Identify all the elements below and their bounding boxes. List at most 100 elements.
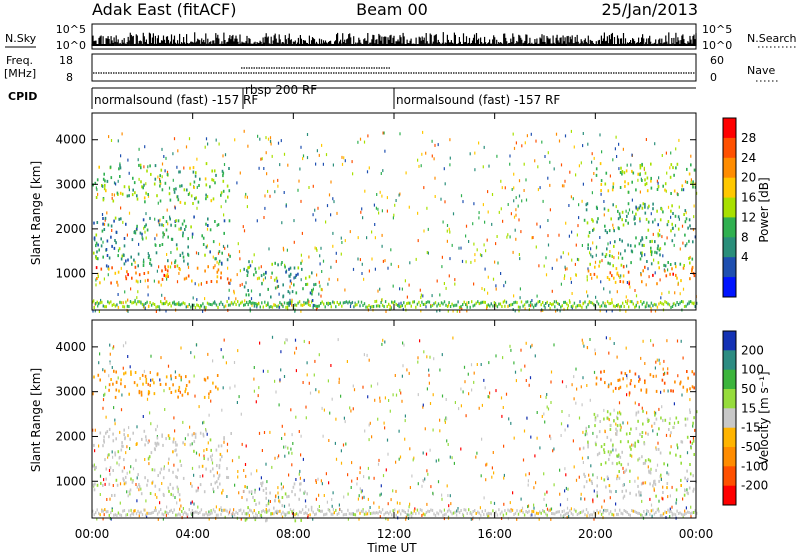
ground-scatter-cell [357,508,360,512]
ground-scatter-cell [259,513,261,517]
noise-cell [193,374,195,378]
noise-cell [661,292,663,296]
echo-cell [161,223,163,227]
noise-cell [360,210,362,214]
noise-cell [588,473,590,477]
echo-cell [640,491,642,495]
noise-cell [250,472,252,476]
noise-cell [637,178,639,182]
ground-scatter-cell [516,301,518,305]
noise-cell [123,466,125,470]
echo-cell [613,229,615,233]
ground-scatter-cell [321,509,323,513]
echo-cell [143,183,145,187]
echo-cell [223,436,225,440]
noise-cell [204,297,206,301]
ground-scatter-cell [375,304,378,308]
ground-scatter-cell [206,513,209,517]
echo-cell [253,304,256,308]
ground-scatter-cell [344,513,346,516]
echo-cell [202,236,205,240]
noise-cell [401,287,403,291]
echo-cell [288,274,290,278]
echo-cell [287,290,290,294]
power-colorbar-title: Power [dB] [757,177,771,242]
ground-scatter-cell [356,303,358,307]
echo-cell [616,462,618,466]
echo-cell [117,450,120,454]
noise-cell [382,259,384,263]
noise-cell [693,204,695,208]
ground-scatter-cell [297,513,299,517]
noise-cell [459,309,461,313]
ground-scatter-cell [579,304,582,308]
echo-cell [657,185,660,189]
echo-cell [618,461,621,465]
echo-cell [647,419,649,423]
echo-cell [206,195,209,199]
ground-scatter-cell [570,511,573,515]
echo-cell [585,480,588,484]
echo-cell [174,224,177,228]
noise-cell [659,278,661,282]
noise-cell [547,151,549,155]
noise-cell [501,414,503,418]
noise-cell [368,476,370,480]
noise-cell [486,238,488,242]
noise-cell [541,415,543,418]
echo-cell [192,202,194,205]
ground-scatter-cell [374,300,376,303]
noise-cell [618,251,620,255]
echo-cell [596,414,599,418]
echo-cell [227,195,229,199]
echo-cell [102,483,104,487]
noise-cell [350,409,352,413]
ground-scatter-cell [516,509,518,513]
noise-cell [427,227,429,231]
noise-cell [454,282,456,286]
ground-scatter-cell [317,508,319,512]
ground-scatter-cell [401,509,403,513]
noise-cell [576,257,579,261]
noise-cell [344,239,346,243]
ground-scatter-cell [626,511,628,515]
echo-cell [220,193,222,197]
noise-cell [361,207,363,211]
noise-cell [474,259,476,263]
ground-scatter-cell [658,509,660,513]
noise-cell [520,368,522,372]
ground-scatter-cell [354,513,357,517]
ground-scatter-cell [416,508,419,512]
ground-scatter-cell [421,508,423,512]
noise-cell [677,446,679,450]
noise-cell [313,373,315,377]
echo-cell [662,491,664,494]
noise-cell [527,483,529,487]
noise-cell [476,363,478,366]
echo-cell [248,265,250,269]
noise-cell [281,437,283,440]
ground-scatter-cell [570,305,573,309]
noise-cell [437,480,440,484]
ground-scatter-cell [584,300,586,304]
ground-scatter-cell [329,509,331,513]
echo-cell [163,467,165,471]
echo-cell [253,499,256,502]
noise-cell [236,273,238,277]
echo-cell [639,217,641,221]
echo-cell [123,458,125,462]
noise-cell [544,155,546,158]
ground-scatter-cell [312,510,314,514]
noise-cell [148,462,150,466]
noise-cell [534,159,536,163]
noise-cell [159,378,161,382]
ground-scatter-cell [276,509,278,513]
noise-cell [392,284,394,288]
ground-scatter-cell [155,305,157,309]
noise-cell [126,233,128,237]
ground-scatter-cell [504,509,506,513]
ground-scatter-cell [173,300,175,304]
echo-cell [691,269,693,273]
ground-scatter-cell [511,508,514,512]
noise-cell [518,194,521,198]
